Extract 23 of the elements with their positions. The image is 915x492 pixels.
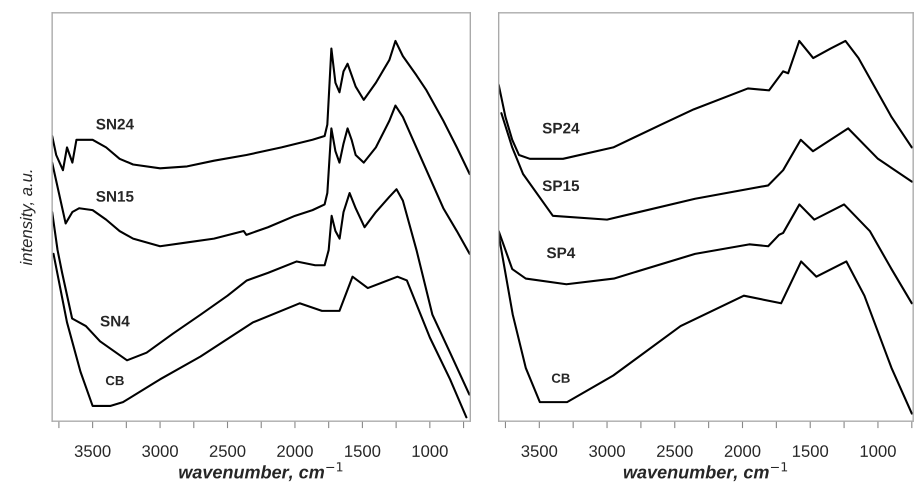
y-axis-title: intensity, a.u. xyxy=(20,170,36,266)
series-label: SP24 xyxy=(542,122,580,134)
x-tick-label: 2500 xyxy=(657,445,693,458)
series-label: CB xyxy=(106,376,124,386)
series-label: CB xyxy=(552,374,570,383)
x-tick-label: 3000 xyxy=(142,445,178,458)
x-tick-label: 1000 xyxy=(412,445,448,458)
x-tick-label: 3500 xyxy=(74,445,111,458)
x-axis-title: wavenumber, cm$^{−1}$ xyxy=(179,462,342,482)
series-label: SP4 xyxy=(546,247,576,258)
series-label: SP15 xyxy=(542,180,580,192)
x-tick-label: 1500 xyxy=(792,445,828,458)
x-tick-label: 2000 xyxy=(724,445,760,458)
series-label: SN15 xyxy=(96,190,134,202)
x-tick-label: 2000 xyxy=(277,445,313,458)
x-tick-label: 3000 xyxy=(589,445,625,458)
series-label: SN4 xyxy=(100,316,130,327)
x-tick-label: 3500 xyxy=(521,445,558,458)
x-axis-title: wavenumber, cm$^{−1}$ xyxy=(624,462,788,482)
x-tick-label: 1000 xyxy=(860,445,896,458)
x-tick-label: 1500 xyxy=(345,445,380,458)
x-tick-label: 2500 xyxy=(210,445,246,458)
series-label: SN24 xyxy=(96,118,134,130)
